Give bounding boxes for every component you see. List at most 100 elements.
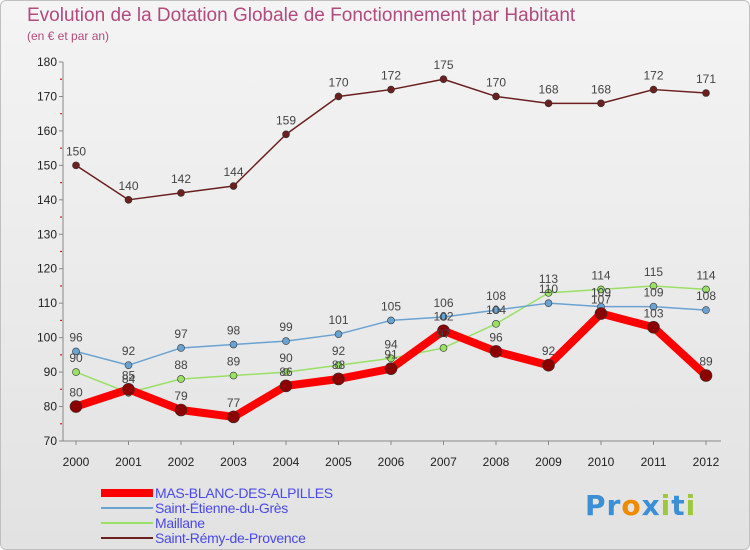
- data-label: 140: [118, 179, 138, 193]
- data-point: [544, 299, 553, 307]
- data-point: [387, 354, 395, 363]
- data-label: 104: [486, 303, 506, 317]
- chart-subtitle: (en € et par an): [27, 29, 110, 43]
- data-point: [699, 369, 713, 382]
- proxiti-logo: Proxiti: [585, 489, 696, 522]
- y-tick-label: 80: [44, 400, 58, 414]
- data-point: [387, 85, 395, 94]
- data-point: [282, 130, 290, 139]
- legend-label: Saint-Étienne-du-Grès: [155, 499, 288, 516]
- data-point: [174, 403, 188, 417]
- data-label: 89: [227, 355, 241, 369]
- data-point: [387, 316, 395, 325]
- data-point: [647, 320, 660, 334]
- data-point: [594, 307, 608, 320]
- data-point: [72, 347, 80, 356]
- data-label: 113: [539, 272, 558, 286]
- data-label: 90: [69, 351, 83, 365]
- data-label: 92: [332, 344, 346, 358]
- data-point: [282, 337, 290, 345]
- data-label: 170: [486, 75, 506, 89]
- data-label: 80: [69, 386, 83, 400]
- y-tick-label: 70: [44, 434, 58, 448]
- data-label: 110: [539, 282, 558, 296]
- y-tick-label: 140: [37, 193, 57, 207]
- data-label: 106: [433, 296, 453, 310]
- data-point: [649, 302, 658, 311]
- data-label: 90: [279, 351, 293, 365]
- data-point: [542, 358, 555, 372]
- x-tick-label: 2012: [693, 455, 720, 469]
- data-point: [334, 330, 343, 338]
- data-label: 98: [227, 324, 241, 338]
- y-tick-label: 150: [37, 158, 57, 172]
- data-label: 84: [122, 372, 136, 386]
- y-tick-label: 120: [37, 262, 57, 276]
- data-point: [492, 92, 500, 101]
- data-label: 85: [122, 368, 136, 382]
- x-tick-label: 2004: [273, 455, 300, 469]
- legend-swatch: [101, 536, 153, 539]
- data-label: 108: [696, 289, 716, 303]
- data-point: [229, 340, 238, 349]
- logo-letter: r: [606, 489, 622, 522]
- data-point: [384, 362, 398, 375]
- data-label: 170: [328, 75, 348, 89]
- data-label: 79: [174, 389, 188, 403]
- data-point: [649, 282, 658, 290]
- data-point: [72, 368, 80, 376]
- data-label: 168: [591, 82, 611, 96]
- data-point: [334, 92, 343, 101]
- data-label: 77: [227, 396, 241, 410]
- line-chart: 70 80 90 100 110 120 130 140 150 160 170 180 2000 200…: [37, 55, 721, 469]
- x-tick-label: 2009: [535, 455, 562, 469]
- data-label: 102: [433, 310, 453, 324]
- data-point: [492, 306, 500, 314]
- data-point: [702, 306, 710, 314]
- data-label: 94: [384, 337, 398, 351]
- data-label: 96: [489, 330, 503, 344]
- data-label: 92: [542, 344, 556, 358]
- x-tick-label: 2008: [483, 455, 510, 469]
- data-point: [544, 99, 553, 108]
- legend-swatch: [101, 506, 153, 509]
- data-label: 142: [171, 172, 191, 186]
- data-point: [489, 345, 503, 358]
- data-label: 108: [486, 289, 506, 303]
- data-label: 168: [538, 82, 558, 96]
- legend-item: Saint-Étienne-du-Grès: [101, 499, 333, 516]
- data-point: [334, 361, 343, 370]
- logo-letter: i: [660, 489, 672, 522]
- data-point: [597, 99, 605, 108]
- x-tick-label: 2001: [115, 455, 142, 469]
- data-point: [544, 289, 553, 297]
- data-label: 103: [643, 306, 663, 320]
- x-tick-label: 2006: [378, 455, 405, 469]
- data-point: [279, 379, 293, 393]
- y-tick-label: 180: [37, 55, 57, 69]
- data-point: [439, 75, 448, 84]
- legend-swatch: [101, 488, 153, 497]
- data-point: [649, 85, 658, 94]
- data-label: 97: [174, 327, 188, 341]
- data-point: [332, 372, 345, 386]
- data-label: 109: [643, 286, 663, 300]
- legend-swatch: [101, 521, 153, 524]
- x-tick-label: 2011: [641, 455, 667, 469]
- data-point: [69, 400, 83, 413]
- data-point: [492, 320, 500, 328]
- data-point: [439, 313, 448, 321]
- data-label: 89: [699, 355, 713, 369]
- x-tick-label: 2005: [325, 455, 352, 469]
- logo-letter: i: [685, 489, 697, 522]
- data-label: 97: [437, 327, 451, 341]
- logo-letter: o: [621, 489, 642, 522]
- data-label: 175: [433, 58, 453, 72]
- data-label: 101: [328, 313, 348, 327]
- data-point: [227, 410, 240, 424]
- logo-letter: t: [671, 489, 686, 522]
- y-tick-label: 110: [38, 296, 57, 310]
- data-label: 144: [223, 165, 243, 179]
- data-label: 172: [643, 69, 663, 83]
